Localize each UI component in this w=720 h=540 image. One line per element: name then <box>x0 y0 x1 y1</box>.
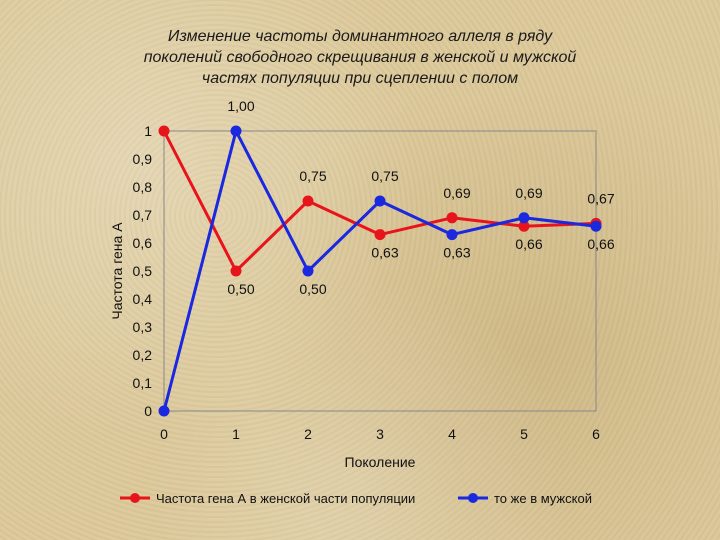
chart-title: Изменение частоты доминантного аллеля в … <box>60 26 660 89</box>
series-2-data-label-2: 0,50 <box>299 281 326 297</box>
x-axis-title: Поколение <box>345 454 416 470</box>
legend-label-2: то же в мужской <box>494 491 592 506</box>
legend-swatch-marker-2 <box>468 493 478 503</box>
y-tick-label-0: 0 <box>144 403 152 419</box>
series-2-point-1 <box>230 125 242 137</box>
series-2-point-5 <box>518 212 530 224</box>
x-tick-label-6: 6 <box>592 426 600 442</box>
series-2-data-label-6: 0,66 <box>587 236 614 252</box>
y-tick-label-5: 0,5 <box>133 263 153 279</box>
x-tick-label-4: 4 <box>448 426 456 442</box>
series-1-data-label-5: 0,66 <box>515 236 542 252</box>
series-2-data-label-3: 0,75 <box>371 168 398 184</box>
series-1-data-label-2: 0,75 <box>299 168 326 184</box>
y-tick-label-10: 1 <box>144 123 152 139</box>
series-1-point-0 <box>158 125 170 137</box>
series-2-point-0 <box>158 405 170 417</box>
series-1-point-3 <box>374 229 386 241</box>
x-tick-label-1: 1 <box>232 426 240 442</box>
y-tick-label-2: 0,2 <box>133 347 153 363</box>
series-1-point-2 <box>302 195 314 207</box>
series-2-point-6 <box>590 220 602 232</box>
y-tick-label-1: 0,1 <box>133 375 153 391</box>
legend-label-1: Частота гена А в женской части популяции <box>156 491 415 506</box>
series-2-data-label-5: 0,69 <box>515 185 542 201</box>
x-tick-label-3: 3 <box>376 426 384 442</box>
legend-swatch-marker-1 <box>130 493 140 503</box>
y-tick-label-3: 0,3 <box>133 319 153 335</box>
x-tick-label-5: 5 <box>520 426 528 442</box>
series-1-point-5 <box>518 220 530 232</box>
x-tick-label-2: 2 <box>304 426 312 442</box>
series-1-point-1 <box>230 265 242 277</box>
series-2-point-2 <box>302 265 314 277</box>
series-1-data-label-6: 0,67 <box>587 190 614 206</box>
series-1-data-label-1: 0,50 <box>227 281 254 297</box>
y-tick-label-8: 0,8 <box>133 179 153 195</box>
y-tick-label-6: 0,6 <box>133 235 153 251</box>
title-line-2: поколений свободного скрещивания в женск… <box>143 49 577 66</box>
plot-area-frame <box>163 130 597 412</box>
series-1-point-4 <box>446 212 458 224</box>
title-line-3: частях популяции при сцеплении с полом <box>201 70 519 87</box>
y-tick-label-9: 0,9 <box>133 151 153 167</box>
title-line-1: Изменение частоты доминантного аллеля в … <box>167 28 553 45</box>
series-2-point-3 <box>374 195 386 207</box>
x-tick-label-0: 0 <box>160 426 168 442</box>
series-2-point-4 <box>446 229 458 241</box>
series-2-data-label-4: 0,63 <box>443 245 470 261</box>
y-tick-label-4: 0,4 <box>133 291 153 307</box>
y-tick-label-7: 0,7 <box>133 207 153 223</box>
series-1-data-label-3: 0,63 <box>371 245 398 261</box>
y-axis-title: Частота гена А <box>109 222 125 320</box>
series-2-data-label-1: 1,00 <box>227 98 254 114</box>
series-1-data-label-4: 0,69 <box>443 185 470 201</box>
